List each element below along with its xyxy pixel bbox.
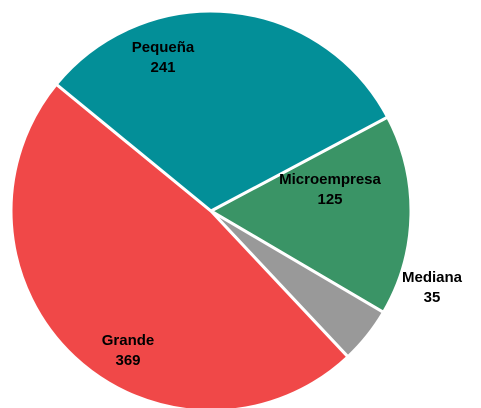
pie-slice-pequena [54, 9, 390, 213]
slice-value-microempresa: 125 [317, 191, 342, 208]
slice-value-pequena: 241 [150, 59, 175, 76]
labels-layer: Microempresa 125 Mediana 35 Grande 369 Pequeña… [102, 39, 463, 369]
slice-label-microempresa: Microempresa [279, 171, 381, 188]
slice-value-mediana: 35 [424, 289, 441, 306]
slices-layer [9, 9, 413, 408]
slice-label-grande: Grande [102, 332, 155, 349]
slice-value-grande: 369 [115, 352, 140, 369]
pie-slice-microempresa [209, 115, 413, 314]
slice-label-mediana: Mediana [402, 269, 463, 286]
pie-slice-grande [9, 82, 350, 408]
slice-label-pequena: Pequeña [132, 39, 195, 56]
